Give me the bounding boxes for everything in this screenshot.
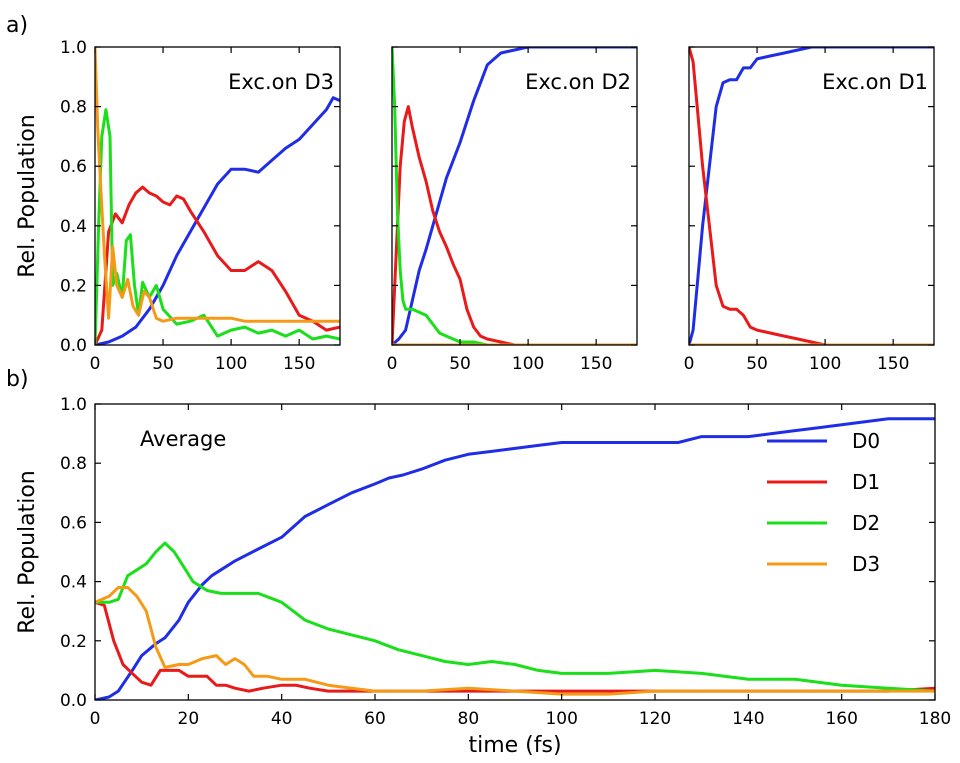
y-tick-label: 0.0 (60, 336, 87, 356)
series-line-d0 (689, 47, 934, 345)
y-tick-label: 1.0 (60, 38, 87, 58)
y-tick-label: 0.4 (60, 573, 87, 593)
y-tick-label: 0.8 (60, 454, 87, 474)
y-tick-label: 0.2 (60, 632, 87, 652)
x-tick-label: 100 (809, 354, 841, 374)
y-tick-label: 0.8 (60, 98, 87, 118)
y-tick-label: 1.0 (60, 395, 87, 415)
legend-label-d0: D0 (852, 429, 880, 453)
series-line-d2 (392, 47, 637, 345)
x-tick-label: 180 (919, 709, 951, 729)
plot-frame (688, 46, 935, 346)
series-line-d0 (392, 47, 637, 345)
x-tick-label: 50 (746, 354, 768, 374)
plot-frame (94, 403, 936, 701)
x-tick-label: 160 (825, 709, 857, 729)
series-line-d3 (95, 47, 340, 323)
x-tick-label: 60 (364, 709, 386, 729)
x-tick-label: 100 (215, 354, 247, 374)
x-tick-label: 0 (387, 354, 398, 374)
series-line-d1 (392, 105, 637, 345)
x-tick-label: 0 (684, 354, 695, 374)
x-tick-label: 120 (639, 709, 671, 729)
series-line-d1 (95, 185, 340, 345)
panel-label-b: b) (6, 367, 29, 392)
chart-2: 0 50 100 150 Exc.on D2 (387, 46, 638, 374)
legend-label-d2: D2 (852, 511, 880, 535)
legend-label-d1: D1 (852, 470, 880, 494)
x-tick-label: 50 (152, 354, 174, 374)
series-line-d1 (95, 600, 935, 693)
y-axis-label: Rel. Population (15, 114, 40, 278)
x-tick-label: 80 (458, 709, 480, 729)
chart-4: 0 20 40 60 80 100 120 140 160 180 0.0 0.2 0.4 0.6 0.8 1… (15, 395, 951, 758)
x-tick-label: 150 (283, 354, 315, 374)
x-tick-label: 150 (580, 354, 612, 374)
y-tick-label: 0.2 (60, 276, 87, 296)
series-line-d2 (95, 108, 340, 345)
series-line-d3 (95, 586, 935, 696)
plot-frame (391, 46, 638, 346)
y-tick-label: 0.6 (60, 513, 87, 533)
x-tick-label: 0 (90, 354, 101, 374)
series-line-d2 (95, 541, 935, 693)
x-tick-label: 140 (732, 709, 764, 729)
panel-annotation: Exc.on D3 (228, 70, 334, 94)
panel-annotation: Exc.on D2 (525, 70, 631, 94)
chart-3: 0 50 100 150 Exc.on D1 (684, 46, 935, 374)
chart-1: 0 50 100 150 0.0 0.2 0.4 0.6 0.8 1.0 Rel. Populati… (15, 38, 341, 374)
y-tick-label: 0.0 (60, 691, 87, 711)
plot-frame (94, 46, 341, 346)
x-axis-label: time (fs) (468, 733, 561, 758)
y-axis-label: Rel. Population (15, 470, 40, 634)
series-line-d0 (95, 417, 935, 700)
x-tick-label: 150 (877, 354, 909, 374)
y-tick-label: 0.6 (60, 157, 87, 177)
panel-annotation: Average (140, 427, 226, 451)
legend: D0 D1 D2 D3 (767, 429, 880, 576)
panel-label-a: a) (6, 13, 28, 38)
x-tick-label: 100 (545, 709, 577, 729)
x-tick-label: 20 (178, 709, 200, 729)
legend-label-d3: D3 (852, 552, 880, 576)
y-tick-label: 0.4 (60, 217, 87, 237)
panel-annotation: Exc.on D1 (822, 70, 928, 94)
x-tick-label: 0 (90, 709, 101, 729)
x-tick-label: 100 (512, 354, 544, 374)
x-tick-label: 40 (271, 709, 293, 729)
x-tick-label: 50 (449, 354, 471, 374)
series-line-d0 (95, 96, 340, 345)
series-line-d1 (689, 47, 934, 345)
